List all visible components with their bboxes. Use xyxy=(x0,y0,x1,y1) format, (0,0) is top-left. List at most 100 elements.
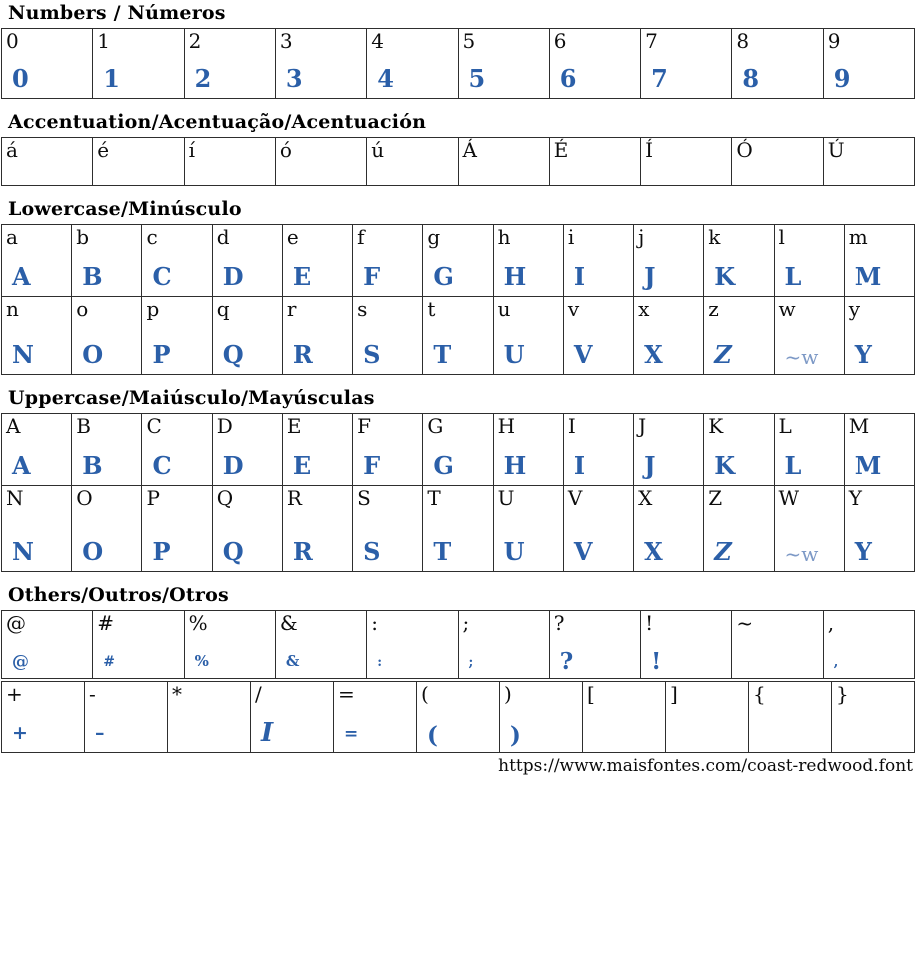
character-label: g xyxy=(427,225,441,249)
font-glyph: Q xyxy=(222,537,244,566)
glyph-cell: Á xyxy=(458,138,550,186)
font-glyph: E xyxy=(292,262,312,291)
character-label: I xyxy=(567,414,576,438)
font-source-url: https://www.maisfontes.com/coast-redwood… xyxy=(498,756,913,776)
glyph-cell: = = xyxy=(334,682,417,753)
character-label: B xyxy=(76,414,91,438)
glyph-cell: ?? xyxy=(549,611,642,679)
font-glyph: 2 xyxy=(194,64,212,93)
glyph-cell: * xyxy=(168,682,251,753)
character-label: , xyxy=(827,611,835,635)
character-label: ] xyxy=(670,682,678,706)
glyph-cell: { xyxy=(749,682,832,753)
character-label: b xyxy=(76,225,90,249)
character-label: Í xyxy=(645,138,653,162)
character-label: k xyxy=(708,225,721,249)
character-label: G xyxy=(427,414,444,438)
font-glyph: 9 xyxy=(833,64,851,93)
character-label: e xyxy=(286,225,299,249)
character-label: L xyxy=(778,414,792,438)
glyph-cell: ;; xyxy=(458,611,550,679)
glyph-cell: á xyxy=(2,138,94,186)
font-glyph: D xyxy=(222,262,244,291)
glyph-cell: É xyxy=(549,138,642,186)
font-glyph: ? xyxy=(559,648,574,675)
character-label: í xyxy=(188,138,195,162)
font-glyph: H xyxy=(503,262,527,291)
font-glyph: F xyxy=(363,451,381,480)
font-glyph: G xyxy=(433,451,454,480)
font-glyph: J xyxy=(644,451,656,480)
font-glyph: B xyxy=(82,451,103,480)
glyph-cell: )) xyxy=(500,682,583,753)
character-label: n xyxy=(6,297,19,321)
character-label: p xyxy=(146,297,160,321)
font-glyph: @ xyxy=(12,652,29,672)
font-glyph: , xyxy=(833,655,839,670)
character-label: + xyxy=(6,682,23,706)
character-label: m xyxy=(848,225,868,249)
character-label: w xyxy=(778,297,796,321)
font-glyph: ~w xyxy=(784,542,819,566)
font-glyph: V xyxy=(573,537,593,566)
glyph-cell: # # xyxy=(93,611,185,679)
font-glyph: B xyxy=(82,262,103,291)
glyph-cell: ,, xyxy=(823,611,915,679)
character-label: P xyxy=(146,486,160,510)
character-label: K xyxy=(708,414,724,438)
font-glyph: 0 xyxy=(12,64,29,93)
character-label: Q xyxy=(216,486,234,510)
font-glyph: I xyxy=(573,262,586,291)
font-glyph: + xyxy=(12,722,28,744)
character-label: = xyxy=(338,682,355,706)
character-label: } xyxy=(836,682,849,706)
font-glyph: P xyxy=(152,340,171,369)
font-glyph: D xyxy=(222,451,244,480)
character-label: ; xyxy=(462,611,470,635)
glyph-cell: :: xyxy=(367,611,459,679)
glyph-cell: ] xyxy=(666,682,749,753)
character-label: 0 xyxy=(6,29,19,53)
character-label: 1 xyxy=(97,29,111,53)
character-label: d xyxy=(216,225,230,249)
character-label: W xyxy=(778,486,800,510)
font-glyph: 5 xyxy=(468,64,486,93)
font-glyph: Z xyxy=(714,537,732,566)
font-glyph: ) xyxy=(510,722,521,749)
character-label: r xyxy=(286,297,297,321)
font-glyph: 3 xyxy=(285,64,303,93)
font-glyph: V xyxy=(573,340,593,369)
glyph-cell: - – xyxy=(85,682,168,753)
character-label: t xyxy=(427,297,436,321)
character-label: é xyxy=(97,138,110,162)
character-label: á xyxy=(6,138,18,162)
glyph-cell: @ @ xyxy=(2,611,94,679)
character-label: / xyxy=(255,682,262,706)
glyph-cell: w ~w xyxy=(774,297,845,375)
glyph-cell: í xyxy=(184,138,276,186)
character-label: Ú xyxy=(827,138,845,162)
font-specimen: Numbers / Números 0 0 1 1 2 2 3 3 4 4 5 5 6 6 7 7 8 8 9 9 Acc… xyxy=(0,2,916,753)
font-glyph: T xyxy=(433,340,452,369)
font-glyph: G xyxy=(433,262,454,291)
font-glyph: R xyxy=(292,340,313,369)
character-label: F xyxy=(357,414,372,438)
font-glyph: 8 xyxy=(742,64,760,93)
